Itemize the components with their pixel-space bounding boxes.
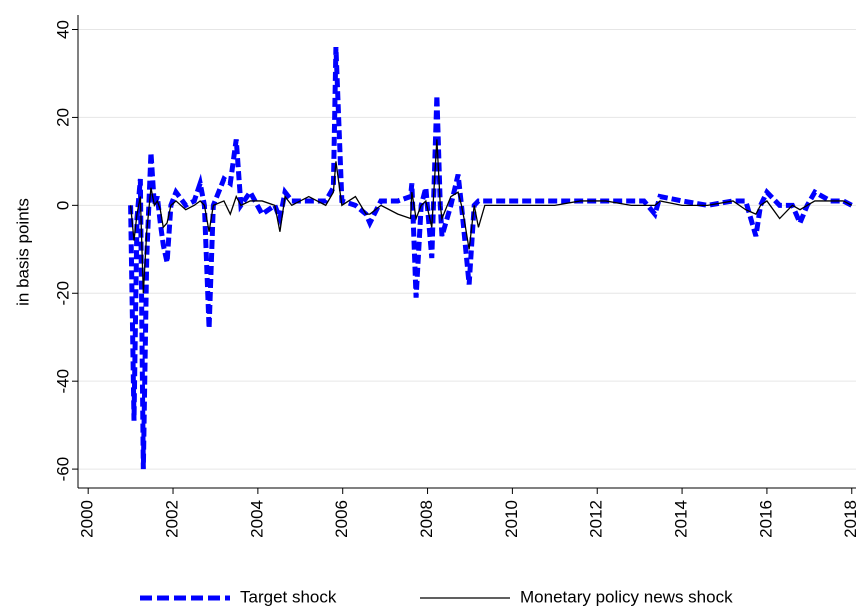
legend-label: Monetary policy news shock — [520, 587, 733, 606]
y-tick-label: -20 — [53, 281, 72, 306]
x-tick-label: 2004 — [247, 500, 266, 538]
legend-label: Target shock — [240, 587, 337, 606]
x-tick-label: 2014 — [672, 500, 691, 538]
x-tick-label: 2006 — [332, 500, 351, 538]
x-tick-label: 2000 — [78, 500, 97, 538]
y-tick-label: 40 — [53, 20, 72, 39]
y-tick-label: -60 — [53, 457, 72, 482]
x-tick-label: 2008 — [417, 500, 436, 538]
series-line — [128, 46, 853, 470]
x-tick-label: 2018 — [841, 500, 856, 538]
x-tick-label: 2010 — [502, 500, 521, 538]
series-line — [129, 139, 853, 294]
x-tick-label: 2016 — [756, 500, 775, 538]
x-tick-label: 2002 — [163, 500, 182, 538]
y-tick-label: 0 — [53, 201, 72, 210]
y-tick-label: -40 — [53, 369, 72, 394]
y-tick-label: 20 — [53, 108, 72, 127]
x-tick-label: 2012 — [587, 500, 606, 538]
y-axis-label: in basis points — [13, 198, 32, 306]
